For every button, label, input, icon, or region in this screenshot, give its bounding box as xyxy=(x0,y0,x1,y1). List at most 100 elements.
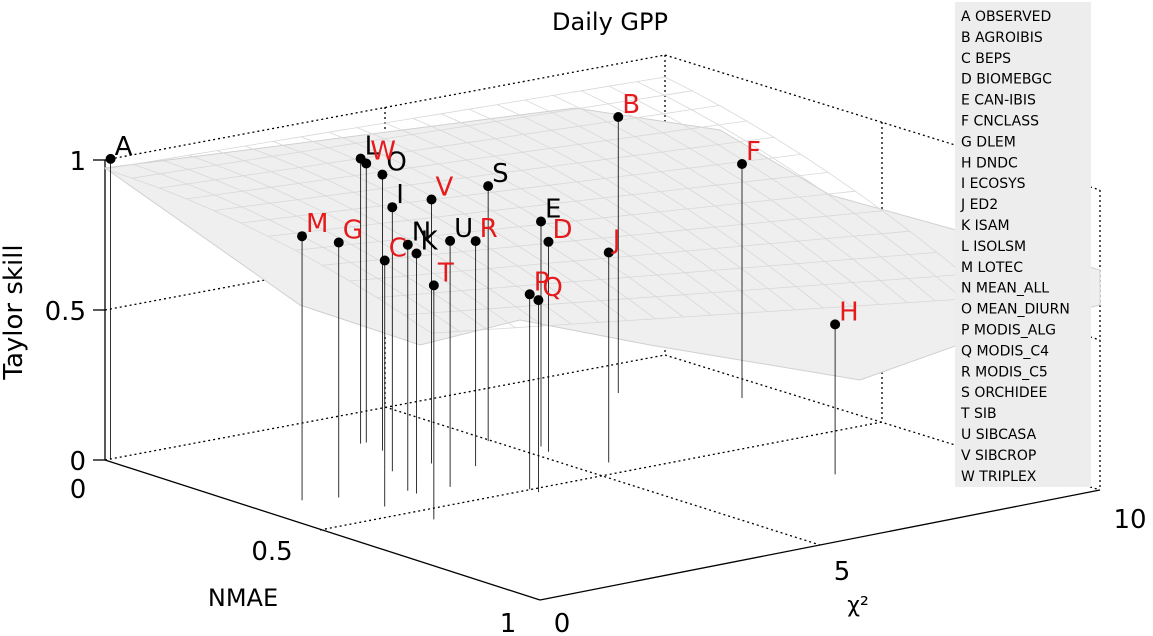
legend-entry-20: U SIBCASA xyxy=(961,427,1037,443)
mesh-line-y-9 xyxy=(349,230,910,282)
point-label-Q: Q xyxy=(542,273,562,303)
point-label-G: G xyxy=(343,216,363,246)
point-K xyxy=(411,248,422,259)
y-tick-label-05: 0.5 xyxy=(251,537,292,567)
z-tick-label-0: 0 xyxy=(69,447,86,477)
point-label-B: B xyxy=(622,90,640,120)
point-label-N: N xyxy=(412,218,431,248)
legend-entry-7: H DNDC xyxy=(961,155,1018,171)
mesh-line-y-3 xyxy=(186,120,747,200)
legend-entry-16: Q MODIS_C4 xyxy=(961,343,1049,359)
legend-entry-12: M LOTEC xyxy=(961,260,1023,276)
box-edge-top-right xyxy=(664,54,1101,191)
point-S xyxy=(483,181,494,192)
legend-entry-0: A OBSERVED xyxy=(961,9,1051,25)
point-label-I: I xyxy=(396,180,404,210)
legend-entry-18: S ORCHIDEE xyxy=(961,385,1047,401)
mesh-line-y-0 xyxy=(104,76,666,170)
x-tick-label-10: 10 xyxy=(1113,505,1146,535)
point-H xyxy=(830,319,841,330)
mesh-line-y-5 xyxy=(240,154,801,224)
point-label-T: T xyxy=(437,258,454,288)
point-label-H: H xyxy=(839,297,859,327)
point-U xyxy=(445,235,456,246)
point-W xyxy=(361,158,372,169)
y-tick-label-1: 1 xyxy=(500,609,517,636)
legend-entry-19: T SIB xyxy=(960,406,997,422)
legend-entry-2: C BEPS xyxy=(961,51,1011,67)
point-A xyxy=(105,153,116,164)
x-axis-label: χ² xyxy=(847,593,869,618)
point-label-U: U xyxy=(454,214,473,244)
point-label-C: C xyxy=(389,234,407,264)
legend-entry-22: W TRIPLEX xyxy=(961,469,1037,485)
point-D xyxy=(543,236,554,247)
point-C xyxy=(379,255,390,266)
grid-floor-x-mid xyxy=(384,406,821,546)
data-points xyxy=(105,112,841,330)
point-R xyxy=(470,236,481,247)
legend: A OBSERVED B AGROIBIS C BEPS D BIOMEBGC E CA… xyxy=(955,2,1091,487)
point-label-P: P xyxy=(534,267,550,297)
point-J xyxy=(603,247,614,258)
point-label-J: J xyxy=(611,226,621,256)
y-axis-label: NMAE xyxy=(208,584,278,612)
mesh-line-y-2 xyxy=(159,105,720,189)
chi2-axis-line xyxy=(539,489,1101,601)
point-label-F: F xyxy=(746,137,761,167)
legend-entry-15: P MODIS_ALG xyxy=(961,323,1056,339)
nmae-axis-line xyxy=(104,459,541,601)
mesh-line-y-11 xyxy=(404,274,965,316)
surface-patch xyxy=(103,107,1101,381)
legend-entry-21: V SIBCROP xyxy=(961,448,1036,464)
point-B xyxy=(613,112,624,122)
legend-entry-13: N MEAN_ALL xyxy=(961,281,1049,297)
mesh-line-y-1 xyxy=(132,90,693,179)
mesh-line-y-7 xyxy=(295,190,856,251)
legend-entry-17: R MODIS_C5 xyxy=(961,364,1048,380)
point-N xyxy=(402,239,413,250)
point-P xyxy=(524,289,535,300)
point-label-S: S xyxy=(492,159,509,189)
legend-entry-11: L ISOLSM xyxy=(961,239,1026,255)
point-V xyxy=(426,194,437,205)
y-tick-label-0: 0 xyxy=(70,475,87,505)
surface-mesh xyxy=(104,76,992,334)
x-tick-label-5: 5 xyxy=(834,557,851,587)
mesh-line-y-6 xyxy=(268,172,829,237)
mesh-line-y-12 xyxy=(431,296,992,334)
z-axis-label: Taylor skill xyxy=(0,244,29,380)
z-tick-label-1: 1 xyxy=(69,147,86,177)
point-T xyxy=(428,280,439,291)
point-labels: A B C DE F G H I J K L M N O PQ RS TUV W xyxy=(115,90,859,327)
point-Q xyxy=(533,295,544,306)
chart-title: Daily GPP xyxy=(552,8,668,36)
point-M xyxy=(297,231,308,242)
taylor-surface xyxy=(103,76,1101,381)
point-label-L: L xyxy=(365,132,380,162)
x-tick-label-0: 0 xyxy=(554,609,571,636)
point-G xyxy=(333,237,344,248)
legend-entry-8: I ECOSYS xyxy=(961,176,1026,192)
point-label-E: E xyxy=(545,195,561,225)
box-edge-bottom-back-right xyxy=(664,354,1101,491)
point-label-O: O xyxy=(386,148,406,178)
point-I xyxy=(387,202,398,213)
point-label-W: W xyxy=(370,137,396,167)
point-O xyxy=(377,169,388,180)
mesh-line-y-10 xyxy=(376,252,937,298)
legend-box xyxy=(955,2,1091,487)
point-label-V: V xyxy=(436,173,454,203)
point-label-K: K xyxy=(421,227,439,257)
legend-entry-14: O MEAN_DIURN xyxy=(961,302,1070,318)
legend-entry-6: G DLEM xyxy=(961,134,1016,150)
legend-entry-9: J ED2 xyxy=(960,197,998,213)
point-E xyxy=(536,216,546,227)
legend-entry-4: E CAN-IBIS xyxy=(961,93,1036,109)
point-stems xyxy=(110,117,836,520)
mesh-line-y-4 xyxy=(213,136,774,211)
z-tick-label-05: 0.5 xyxy=(45,297,86,327)
point-label-M: M xyxy=(306,209,328,239)
legend-entry-5: F CNCLASS xyxy=(961,114,1039,130)
